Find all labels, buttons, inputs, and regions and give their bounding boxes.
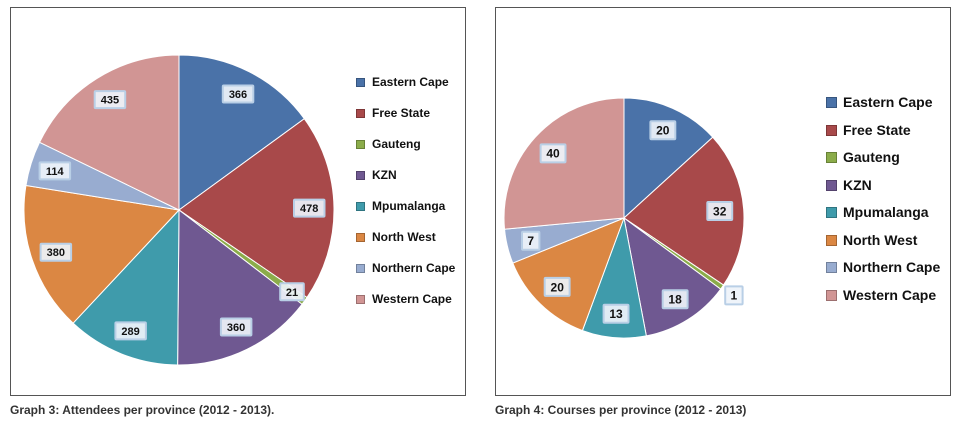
data-label-free-state: 32 (713, 204, 727, 218)
data-label-mpumalanga: 289 (121, 326, 139, 338)
data-label-north-west: 380 (47, 247, 65, 259)
pie-slice-western-cape (38, 54, 180, 211)
pie-slice-western-cape (503, 97, 625, 230)
legend-label: Western Cape (372, 292, 452, 306)
chart-panel-attendees: 366 478 21 360 289 380 114 435 Eastern Cape Free… (10, 7, 466, 396)
legend-courses: Eastern Cape Free State Gauteng KZN Mpumalan… (826, 94, 940, 314)
legend-item-north-west: North West (356, 230, 455, 261)
data-label-north-west: 20 (551, 280, 565, 294)
data-label-box (221, 84, 255, 104)
legend-item-gauteng: Gauteng (356, 137, 455, 168)
legend-swatch (356, 78, 365, 87)
pie-slice-north-west (512, 217, 625, 332)
data-label-box (539, 143, 567, 164)
legend-label: KZN (843, 176, 872, 193)
legend-item-mpumalanga: Mpumalanga (826, 204, 940, 232)
data-label-eastern-cape: 366 (229, 89, 247, 101)
data-label-western-cape: 40 (546, 147, 560, 161)
legend-label: Gauteng (372, 137, 421, 151)
data-label-box (114, 321, 147, 341)
data-label-eastern-cape: 20 (656, 124, 670, 138)
legend-swatch (826, 207, 837, 218)
data-label-free-state: 478 (300, 203, 318, 215)
legend-swatch (826, 97, 837, 108)
pie-slice-kzn (623, 216, 722, 337)
legend-label: Northern Cape (372, 261, 456, 275)
data-label-kzn: 360 (227, 322, 245, 334)
pie-slice-kzn (177, 208, 303, 366)
data-label-box (706, 201, 734, 221)
legend-swatch (826, 234, 837, 246)
legend-item-free-state: Free State (826, 122, 940, 150)
legend-label: North West (372, 230, 436, 244)
legend-swatch (356, 171, 365, 180)
data-label-box (219, 317, 253, 337)
chart-caption-attendees: Graph 3: Attendees per province (2012 - … (10, 403, 275, 417)
data-label-box (279, 282, 305, 302)
pie-slice-north-west (23, 184, 181, 324)
legend-item-eastern-cape: Eastern Cape (826, 94, 940, 122)
data-label-gauteng: 21 (286, 287, 298, 299)
legend-label: Eastern Cape (843, 94, 933, 110)
legend-item-kzn: KZN (356, 168, 455, 199)
legend-item-free-state: Free State (356, 106, 455, 137)
legend-label: KZN (372, 168, 397, 182)
chart-caption-courses: Graph 4: Courses per province (2012 - 20… (495, 403, 747, 417)
chart-panel-courses: 20 32 1 18 13 20 7 40 Eastern Cape Free State Gau… (495, 7, 951, 396)
data-label-northern-cape: 7 (527, 234, 534, 248)
data-label-box (38, 161, 72, 181)
data-label-mpumalanga: 13 (609, 307, 623, 321)
legend-label: Free State (843, 121, 911, 138)
legend-item-mpumalanga: Mpumalanga (356, 199, 455, 230)
pie-slice-free-state (178, 118, 335, 299)
pie-chart-courses: 20 32 1 18 13 20 7 40 (503, 97, 745, 339)
data-label-western-cape: 435 (101, 95, 119, 107)
data-label-box (521, 230, 541, 251)
data-label-box (39, 242, 73, 262)
legend-item-eastern-cape: Eastern Cape (356, 75, 455, 106)
legend-swatch (826, 262, 837, 273)
pie-slice-mpumalanga (72, 208, 180, 366)
legend-swatch (356, 140, 365, 149)
pie-slice-free-state (623, 136, 745, 286)
legend-swatch (826, 124, 837, 136)
legend-swatch (826, 289, 837, 301)
legend-label: Mpumalanga (843, 204, 929, 220)
data-label-gauteng: 1 (731, 289, 738, 303)
legend-swatch (356, 264, 365, 273)
pie-chart-attendees: 366 478 21 360 289 380 114 435 (23, 54, 335, 366)
legend-label: Western Cape (843, 286, 937, 303)
legend-item-western-cape: Western Cape (826, 287, 940, 315)
legend-swatch (356, 295, 365, 304)
legend-label: Mpumalanga (372, 199, 446, 213)
legend-label: Eastern Cape (372, 75, 449, 89)
data-label-box (661, 289, 689, 310)
legend-label: North West (843, 231, 918, 248)
data-label-kzn: 18 (668, 293, 682, 307)
legend-swatch (356, 233, 365, 242)
legend-attendees: Eastern Cape Free State Gauteng KZN Mpumalan… (356, 75, 455, 323)
pie-slice-eastern-cape (178, 54, 305, 211)
data-label-box (602, 303, 630, 324)
data-label-box (543, 276, 571, 297)
legend-label: Gauteng (843, 149, 900, 165)
legend-swatch (356, 202, 365, 211)
legend-item-gauteng: Gauteng (826, 149, 940, 177)
legend-label: Northern Cape (843, 259, 941, 275)
legend-swatch (356, 109, 365, 118)
pie-slice-eastern-cape (623, 97, 714, 220)
legend-item-northern-cape: Northern Cape (826, 259, 940, 287)
legend-swatch (826, 152, 837, 163)
data-label-box (649, 120, 677, 141)
legend-item-northern-cape: Northern Cape (356, 261, 455, 292)
data-label-box (724, 285, 744, 306)
data-label-box (93, 90, 127, 110)
legend-item-north-west: North West (826, 232, 940, 260)
legend-item-kzn: KZN (826, 177, 940, 205)
legend-label: Free State (372, 106, 431, 120)
legend-swatch (826, 179, 837, 191)
legend-item-western-cape: Western Cape (356, 292, 455, 323)
data-label-northern-cape: 114 (46, 166, 65, 178)
data-label-box (293, 198, 326, 218)
